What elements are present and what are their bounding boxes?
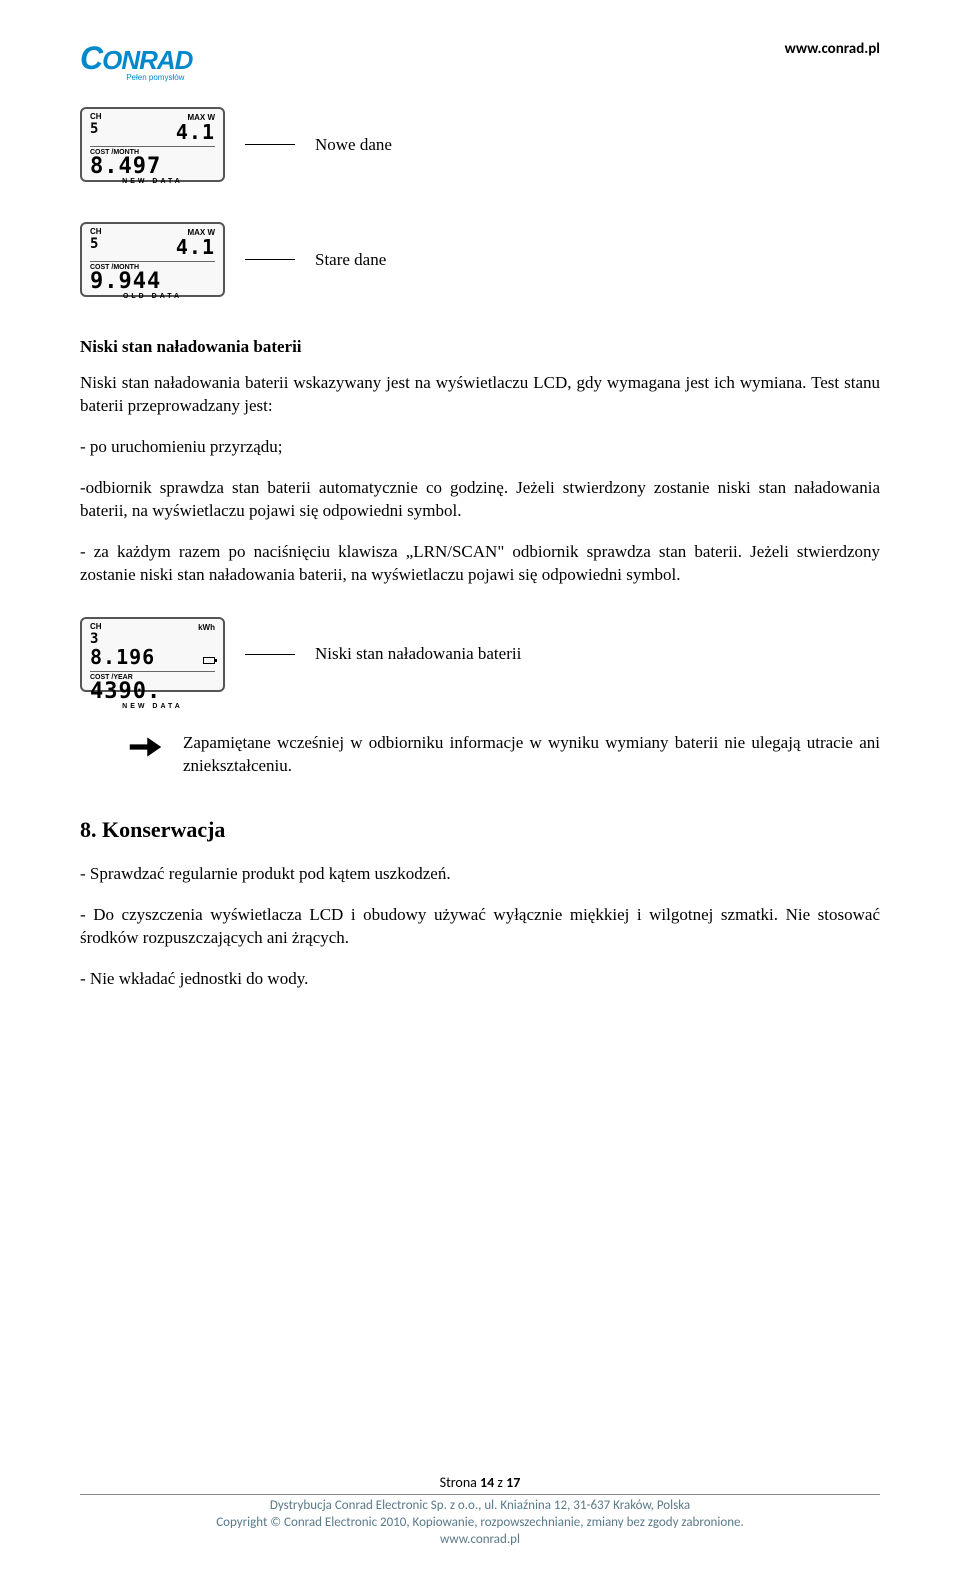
page-header: CONRAD Pełen pomysłów www.conrad.pl — [80, 40, 880, 82]
info-note-text: Zapamiętane wcześniej w odbiorniku infor… — [183, 732, 880, 778]
lcd2-ch-label: CH — [90, 228, 102, 236]
logo-tagline: Pełen pomysłów — [80, 73, 192, 82]
footer-line2: Copyright © Conrad Electronic 2010, Kopi… — [80, 1515, 880, 1532]
page-current: 14 — [480, 1474, 494, 1491]
arrow-right-icon — [128, 732, 163, 767]
lcd-display-3-row: CH 3 kWh 8.196 COST /YEAR 4390. NEW DATA… — [80, 617, 880, 692]
section2-p3: - Nie wkładać jednostki do wody. — [80, 968, 880, 991]
lcd-display-1-row: CH 5 MAX W 4.1 COST /MONTH 8.497 NEW DAT… — [80, 107, 880, 182]
page-number: Strona 14 z 17 — [80, 1474, 880, 1491]
lcd2-pointer-label: Stare dane — [315, 250, 386, 270]
section1-p4: - za każdym razem po naciśnięciu klawisz… — [80, 541, 880, 587]
section1-p2: - po uruchomieniu przyrządu; — [80, 436, 880, 459]
section2-title: 8. Konserwacja — [80, 817, 880, 843]
footer-divider — [80, 1494, 880, 1495]
lcd-display-1: CH 5 MAX W 4.1 COST /MONTH 8.497 NEW DAT… — [80, 107, 225, 182]
header-url: www.conrad.pl — [785, 40, 880, 58]
section2-p2: - Do czyszczenia wyświetlacza LCD i obud… — [80, 904, 880, 950]
lcd3-ch-label: CH — [90, 623, 102, 631]
lcd2-ch-num: 5 — [90, 236, 102, 252]
page-footer: Strona 14 z 17 Dystrybucja Conrad Electr… — [80, 1474, 880, 1549]
lcd3-bottom-labels: NEW DATA — [90, 703, 215, 710]
section2-p1: - Sprawdzać regularnie produkt pod kątem… — [80, 863, 880, 886]
footer-line3: www.conrad.pl — [80, 1532, 880, 1549]
lcd-display-3: CH 3 kWh 8.196 COST /YEAR 4390. NEW DATA — [80, 617, 225, 692]
lcd1-pointer-label: Nowe dane — [315, 135, 392, 155]
section1-p3: -odbiornik sprawdza stan baterii automat… — [80, 477, 880, 523]
section1-title: Niski stan naładowania baterii — [80, 337, 880, 357]
logo: CONRAD Pełen pomysłów — [80, 40, 192, 82]
logo-text: CONRAD — [80, 40, 192, 77]
pointer-line-icon — [245, 259, 295, 260]
page-total: 17 — [506, 1474, 520, 1491]
page-sep: z — [494, 1474, 506, 1491]
lcd3-top-value: 8.196 — [90, 645, 201, 669]
lcd1-bottom-labels: NEW DATA — [90, 178, 215, 185]
lcd1-main-value: 8.497 — [90, 156, 215, 178]
lcd3-main-value: 4390. — [90, 681, 215, 703]
lcd3-pointer-label: Niski stan naładowania baterii — [315, 644, 521, 664]
info-note: Zapamiętane wcześniej w odbiorniku infor… — [128, 732, 880, 778]
lcd1-top-value: 4.1 — [176, 120, 215, 144]
lcd3-indicator: kWh — [198, 623, 215, 632]
pointer-line-icon — [245, 144, 295, 145]
page-label: Strona — [440, 1474, 480, 1491]
footer-line1: Dystrybucja Conrad Electronic Sp. z o.o.… — [80, 1498, 880, 1515]
lcd2-main-value: 9.944 — [90, 271, 215, 293]
lcd2-top-value: 4.1 — [176, 235, 215, 259]
lcd1-ch-num: 5 — [90, 121, 102, 137]
lcd2-bottom-labels: OLD DATA — [90, 293, 215, 300]
battery-low-icon — [203, 657, 215, 664]
section1-p1: Niski stan naładowania baterii wskazywan… — [80, 372, 880, 418]
pointer-line-icon — [245, 654, 295, 655]
lcd1-ch-label: CH — [90, 113, 102, 121]
lcd-display-2: CH 5 MAX W 4.1 COST /MONTH 9.944 OLD DAT… — [80, 222, 225, 297]
lcd-display-2-row: CH 5 MAX W 4.1 COST /MONTH 9.944 OLD DAT… — [80, 222, 880, 297]
